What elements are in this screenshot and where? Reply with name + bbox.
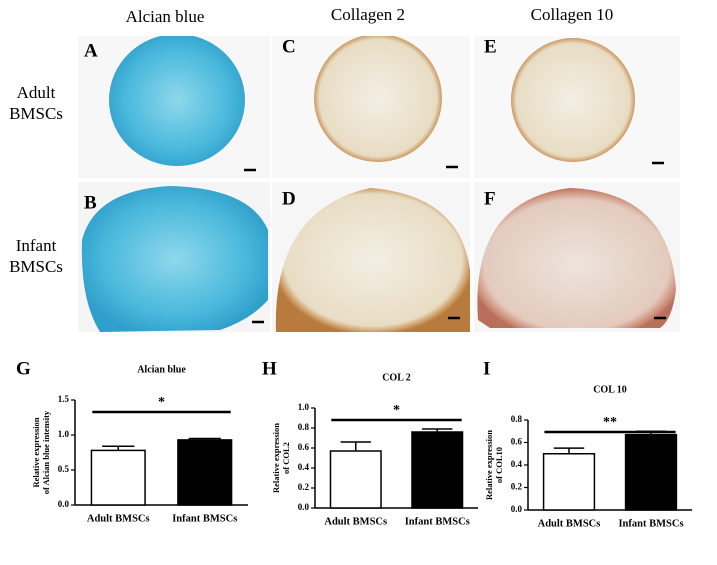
tissue [511, 38, 635, 162]
significance-label: * [158, 395, 165, 410]
y-axis-label: Relative expression [31, 417, 41, 487]
panel-letter: B [84, 192, 97, 213]
tissue [314, 36, 442, 162]
column-heading: Collagen 2 [331, 5, 405, 24]
x-tick-label: Infant BMSCs [405, 516, 470, 527]
y-tick-label: 1.0 [298, 402, 310, 412]
panel-letter: I [483, 358, 490, 379]
x-tick-label: Adult BMSCs [538, 518, 601, 529]
chart-title: COL 2 [382, 372, 411, 383]
bar [624, 433, 678, 511]
tissue [275, 188, 470, 332]
significance-label: * [393, 403, 400, 418]
tissue [81, 186, 269, 332]
y-tick-label: 0.2 [298, 482, 310, 492]
y-tick-label: 0.6 [511, 437, 523, 447]
chart-title: COL 10 [593, 384, 627, 395]
tissue [477, 188, 676, 328]
y-tick-label: 0.8 [298, 422, 310, 432]
row-label-box: Adult BMSCs [9, 83, 63, 123]
y-tick-label: 0.6 [298, 442, 310, 452]
significance-label: ** [603, 415, 617, 430]
bar [90, 449, 146, 506]
bar [411, 431, 464, 509]
y-tick-label: 0.5 [58, 464, 70, 474]
panel-letter: A [84, 40, 98, 61]
panel-letter: C [282, 36, 296, 57]
column-heading: Alcian blue [126, 7, 205, 26]
bar [177, 439, 233, 506]
y-axis-label: Relative expression [484, 430, 494, 500]
micrographs [78, 36, 680, 332]
column-heading: Collagen 10 [531, 5, 614, 24]
y-tick-label: 1.0 [58, 429, 70, 439]
y-tick-label: 0.8 [511, 414, 523, 424]
x-tick-label: Infant BMSCs [618, 518, 683, 529]
y-axis-label: Relative expression [271, 423, 281, 493]
y-tick-label: 0.0 [298, 502, 310, 512]
tissue [109, 36, 245, 166]
y-tick-label: 0.4 [298, 462, 310, 472]
panel-letter: G [16, 358, 31, 379]
chart-title: Alcian blue [137, 364, 186, 375]
panel-letter: D [282, 188, 296, 209]
panel-letter: H [262, 358, 277, 379]
panel-letter: F [484, 188, 496, 209]
row-label: Adult BMSCs [9, 83, 63, 123]
row-label: Infant BMSCs [9, 236, 63, 276]
panel-letter: E [484, 36, 497, 57]
y-tick-label: 1.5 [58, 394, 70, 404]
bar [542, 453, 596, 511]
y-tick-label: 0.4 [511, 459, 523, 469]
y-tick-label: 0.2 [511, 482, 523, 492]
x-tick-label: Adult BMSCs [87, 513, 150, 524]
bar [329, 450, 382, 509]
y-axis-label: of Alcian blue intensity [41, 410, 51, 494]
y-axis-label: of COL10 [494, 447, 504, 483]
y-axis-label: of COL2 [281, 442, 291, 474]
y-tick-label: 0.0 [511, 504, 523, 514]
x-tick-label: Infant BMSCs [172, 513, 237, 524]
row-label-box: Infant BMSCs [9, 236, 63, 276]
x-tick-label: Adult BMSCs [324, 516, 387, 527]
y-tick-label: 0.0 [58, 499, 70, 509]
